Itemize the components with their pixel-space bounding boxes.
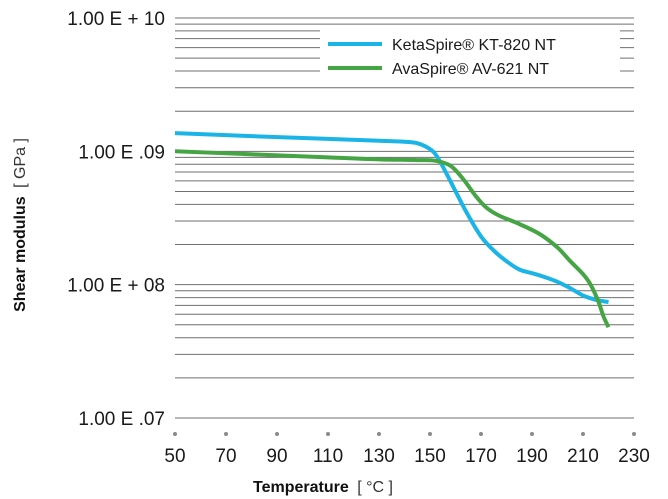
x-tick-label: 230 bbox=[618, 446, 650, 467]
series-line-avaspire bbox=[174, 149, 611, 329]
x-axis-title: Temperature [ °C ] bbox=[253, 479, 393, 496]
x-tick-label: 170 bbox=[465, 446, 497, 467]
x-tick-mark bbox=[275, 432, 279, 436]
y-tick-labels: 1.00 E + 10 1.00 E .09 1.00 E + 08 1.00 E .… bbox=[67, 9, 165, 430]
x-tick-label: 50 bbox=[164, 446, 185, 467]
x-tick-mark bbox=[581, 432, 585, 436]
legend-background bbox=[320, 28, 620, 80]
x-tick-label: 150 bbox=[414, 446, 446, 467]
series-lines bbox=[174, 131, 611, 329]
x-tick-label: 210 bbox=[567, 446, 599, 467]
y-axis-unit: [ GPa ] bbox=[12, 138, 29, 188]
y-tick-label: 1.00 E .09 bbox=[78, 142, 165, 163]
x-tick-mark bbox=[377, 432, 381, 436]
y-axis-title: Shear modulus [ GPa ] bbox=[12, 138, 29, 312]
y-axis-title-text: Shear modulus bbox=[12, 196, 29, 312]
x-axis-title-text: Temperature bbox=[253, 479, 349, 496]
x-tick-mark bbox=[428, 432, 432, 436]
y-tick-label: 1.00 E + 08 bbox=[67, 276, 165, 297]
legend: KetaSpire® KT-820 NT AvaSpire® AV-621 NT bbox=[320, 28, 620, 80]
x-tick-mark bbox=[224, 432, 228, 436]
x-tick-mark bbox=[479, 432, 483, 436]
series-line-ketaspire bbox=[174, 131, 609, 305]
x-tick-label: 70 bbox=[215, 446, 236, 467]
y-tick-label: 1.00 E + 10 bbox=[67, 9, 165, 30]
legend-label-ketaspire: KetaSpire® KT-820 NT bbox=[392, 37, 556, 54]
legend-label-avaspire: AvaSpire® AV-621 NT bbox=[392, 61, 549, 78]
x-tick-mark bbox=[326, 432, 330, 436]
x-axis-unit: [ °C ] bbox=[357, 479, 393, 496]
x-tick-mark bbox=[632, 432, 636, 436]
x-tick-label: 130 bbox=[363, 446, 395, 467]
x-tick-label: 110 bbox=[313, 446, 343, 467]
x-tick-mark bbox=[530, 432, 534, 436]
y-tick-label: 1.00 E .07 bbox=[78, 409, 165, 430]
x-tick-label: 90 bbox=[266, 446, 287, 467]
x-tick-labels: 50 70 90 110 130 150 170 190 210 230 bbox=[164, 432, 650, 467]
x-tick-label: 190 bbox=[516, 446, 548, 467]
x-tick-mark bbox=[173, 432, 177, 436]
